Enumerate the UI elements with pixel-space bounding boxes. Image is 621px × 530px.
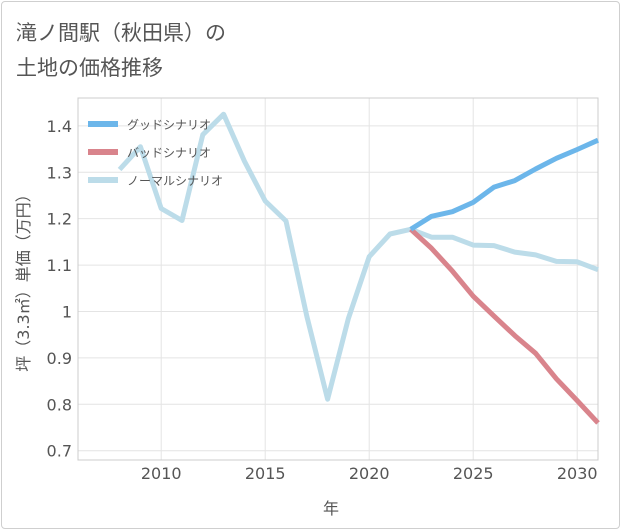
x-tick-label: 2030 — [557, 464, 598, 483]
y-tick-label: 0.8 — [47, 395, 72, 414]
y-tick-label: 1.4 — [47, 117, 72, 136]
y-tick-label: 0.9 — [47, 349, 72, 368]
series-line[interactable] — [409, 137, 600, 232]
chart-title: 滝ノ間駅（秋田県）の 土地の価格推移 — [16, 16, 226, 86]
series-layer — [117, 111, 600, 425]
title-line-1: 滝ノ間駅（秋田県）の — [16, 21, 226, 45]
y-tick-label: 1 — [62, 302, 72, 321]
y-tick-label: 1.1 — [47, 256, 72, 275]
series-line[interactable] — [409, 227, 600, 425]
y-tick-label: 0.7 — [47, 442, 72, 461]
x-tick-label: 2010 — [141, 464, 182, 483]
x-tick-label: 2020 — [349, 464, 390, 483]
legend-label[interactable]: バッドシナリオ — [127, 146, 211, 160]
y-tick-label: 1.2 — [47, 210, 72, 229]
plot-area-border — [77, 97, 599, 461]
x-tick-label: 2025 — [453, 464, 494, 483]
y-axis-label: 坪（3.3㎡）単価（万円） — [14, 186, 33, 371]
x-tick-label: 2015 — [245, 464, 286, 483]
y-axis-ticks: 0.7 0.8 0.9 1 1.1 1.2 1.3 1.4 — [47, 117, 72, 461]
legend-label[interactable]: ノーマルシナリオ — [127, 174, 223, 188]
series-line[interactable] — [117, 111, 599, 402]
title-line-2: 土地の価格推移 — [16, 56, 163, 80]
y-tick-label: 1.3 — [47, 163, 72, 182]
x-axis-label: 年 — [323, 499, 339, 518]
x-axis-ticks: 2010 2015 2020 2025 2030 — [141, 464, 598, 483]
legend-label[interactable]: グッドシナリオ — [127, 118, 211, 132]
